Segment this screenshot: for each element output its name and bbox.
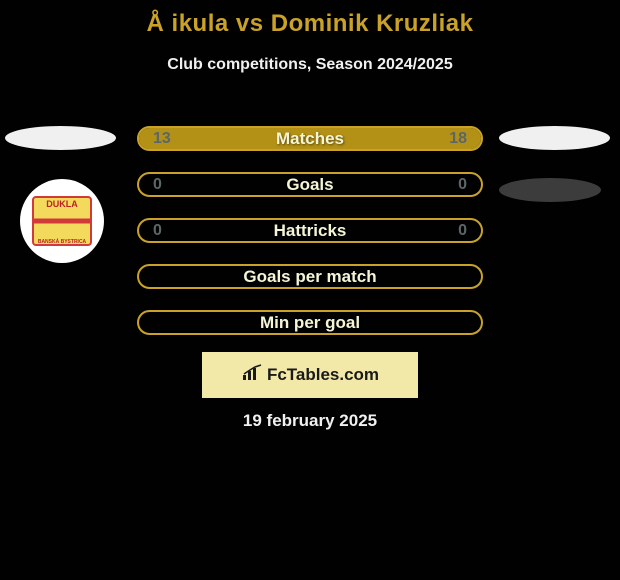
stat-value-left: 0 xyxy=(153,176,162,194)
stat-value-right: 0 xyxy=(458,176,467,194)
team-logo-text: DUKLA xyxy=(20,199,104,209)
stat-label: Goals per match xyxy=(243,267,376,287)
decor-ellipse xyxy=(5,126,116,150)
page-title: Å ikula vs Dominik Kruzliak xyxy=(0,0,620,38)
fctables-watermark: FcTables.com xyxy=(202,352,418,398)
stat-label: Hattricks xyxy=(274,221,347,241)
page-subtitle: Club competitions, Season 2024/2025 xyxy=(0,56,620,74)
stat-label: Goals xyxy=(286,175,333,195)
stat-value-right: 0 xyxy=(458,222,467,240)
bar-chart-icon xyxy=(241,364,263,387)
fctables-label: FcTables.com xyxy=(267,365,379,385)
stat-value-left: 13 xyxy=(153,130,171,148)
decor-ellipse xyxy=(499,126,610,150)
stat-bar: Hattricks 0 0 xyxy=(137,218,483,243)
date-label: 19 february 2025 xyxy=(243,411,377,431)
decor-ellipse xyxy=(499,178,601,202)
stat-label: Matches xyxy=(276,129,344,149)
stat-bar: Goals per match xyxy=(137,264,483,289)
stat-bar: Min per goal xyxy=(137,310,483,335)
team-logo-text-bottom: BANSKÁ BYSTRICA xyxy=(20,239,104,245)
stat-value-right: 18 xyxy=(449,130,467,148)
stat-value-left: 0 xyxy=(153,222,162,240)
stat-bar: Goals 0 0 xyxy=(137,172,483,197)
stat-label: Min per goal xyxy=(260,313,360,333)
stat-bar: Matches 13 18 xyxy=(137,126,483,151)
team-logo: DUKLA BANSKÁ BYSTRICA xyxy=(20,179,104,263)
